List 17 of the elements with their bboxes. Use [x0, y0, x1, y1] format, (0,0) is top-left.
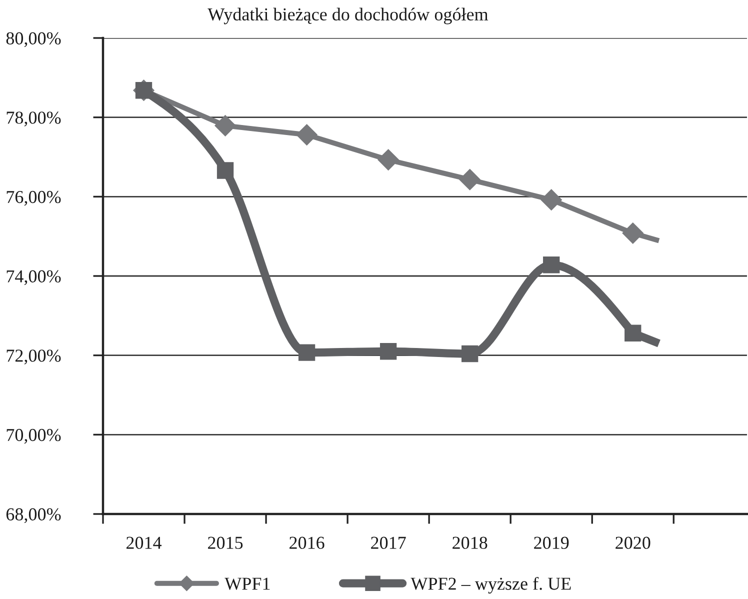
- y-tick-label: 72,00%: [6, 350, 61, 364]
- x-tick-label: 2016: [290, 536, 324, 549]
- legend-label: WPF2 – wyższe f. UE: [410, 576, 571, 594]
- x-tick-label: 2020: [616, 536, 650, 549]
- legend-label: WPF1: [224, 578, 270, 590]
- x-tick-label: 2017: [371, 536, 406, 549]
- x-tick-label: 2018: [452, 536, 488, 549]
- chart-title: Wydatki bieżące do dochodów ogółem: [208, 8, 488, 24]
- y-tick-label: 76,00%: [6, 190, 61, 206]
- x-tick-label: 2014: [126, 536, 162, 549]
- y-tick-label: 74,00%: [6, 270, 61, 286]
- y-tick-label: 68,00%: [6, 508, 61, 524]
- x-tick-label: 2015: [208, 536, 243, 549]
- y-tick-label: 70,00%: [6, 428, 61, 444]
- y-tick-label: 78,00%: [6, 112, 61, 126]
- x-tick-label: 2019: [534, 536, 569, 549]
- y-tick-label: 80,00%: [6, 32, 61, 48]
